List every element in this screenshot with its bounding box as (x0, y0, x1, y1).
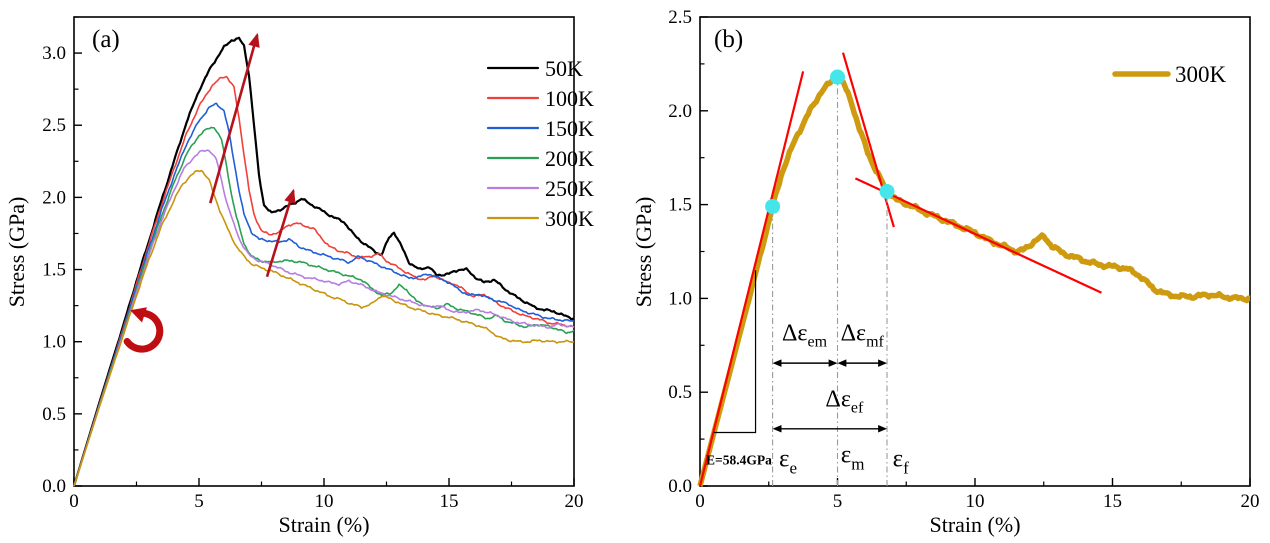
span-arrow-1-head (828, 359, 838, 367)
y-tick-label: 1.0 (42, 332, 66, 353)
marker-point-2 (830, 69, 845, 85)
series-300K-curve (697, 76, 1252, 487)
legend: 50K 100K 150K 200K 250K 300K (486, 56, 594, 231)
series-50K-curve (72, 36, 575, 487)
y-tick-label: 1.0 (668, 288, 692, 309)
legend: 300K (1112, 62, 1227, 87)
series-200K-curve (73, 126, 575, 487)
x-tick-label: 20 (565, 491, 584, 512)
panel-a: 0 5 10 15 20 0.0 0.5 1.0 1.5 2.0 2.5 3.0 50K 100K 150K… (42, 16, 594, 512)
x-tick-label: 20 (1241, 491, 1260, 512)
trend-arrow-2-head (284, 188, 296, 204)
y-tick-label: 2.0 (42, 187, 66, 208)
x-tick-label: 15 (1103, 491, 1122, 512)
y-tick-label: 3.0 (42, 43, 66, 64)
trend-arrow-1-head (248, 32, 260, 48)
panel-a-y-axis-title: Stress (GPa) (4, 196, 29, 308)
panel-a-x-axis-title: Strain (%) (278, 512, 370, 537)
tangent-line-1 (698, 71, 805, 487)
x-tick-label: 10 (966, 491, 985, 512)
span-arrow-2-head (878, 359, 887, 367)
span-arrow-1-head (772, 359, 782, 367)
marker-point-1 (765, 198, 781, 214)
legend-label-200K: 200K (545, 146, 594, 171)
panel-b-y-axis-title: Stress (GPa) (631, 196, 656, 308)
panel-b: 0 5 10 15 20 0.0 0.5 1.0 1.5 2.0 2.5 300K E=58.4GPa Δ… (668, 7, 1259, 512)
series-150K-curve (73, 102, 575, 487)
delta-strain-label-ef: Δεef (825, 386, 864, 416)
y-tick-label: 2.5 (668, 7, 692, 28)
x-tick-label: 0 (69, 491, 79, 512)
strain-label-e: εe (779, 445, 797, 477)
tangent-line-2 (841, 52, 895, 228)
y-tick-label: 2.5 (42, 115, 66, 136)
strain-label-m: εm (841, 442, 865, 474)
panel-a-label: (a) (92, 26, 120, 53)
curved-arrow-head (130, 307, 147, 323)
x-tick-label: 5 (833, 491, 843, 512)
trend-arrow-2 (265, 190, 295, 278)
legend-label-300K: 300K (545, 206, 594, 231)
delta-strain-label-em: Δεem (782, 321, 828, 351)
y-tick-label: 2.0 (668, 101, 692, 122)
panel-b-x-axis-title: Strain (%) (929, 512, 1021, 537)
y-tick-label: 0.0 (42, 476, 66, 497)
y-tick-label: 0.0 (668, 476, 692, 497)
series-300K-curve (73, 169, 575, 487)
panel-b-label: (b) (714, 26, 744, 53)
legend-label-50K: 50K (545, 56, 583, 81)
modulus-value-label: E=58.4GPa (706, 452, 772, 467)
x-tick-label: 10 (315, 491, 334, 512)
legend-label-100K: 100K (545, 86, 594, 111)
span-arrow-3-head (772, 425, 782, 433)
y-tick-label: 0.5 (42, 404, 66, 425)
series-250K-curve (73, 149, 575, 487)
x-tick-label: 0 (695, 491, 705, 512)
y-tick-label: 0.5 (668, 382, 692, 403)
x-tick-label: 15 (440, 491, 459, 512)
y-tick-label: 1.5 (668, 195, 692, 216)
trend-arrow-1 (208, 34, 259, 204)
legend-label-250K: 250K (545, 176, 594, 201)
marker-point-3 (879, 183, 895, 199)
legend-label-150K: 150K (545, 116, 594, 141)
modulus-triangle (713, 270, 757, 434)
legend-label-300K: 300K (1175, 62, 1227, 87)
delta-strain-label-mf: Δεmf (841, 321, 885, 351)
span-arrow-2-head (837, 359, 847, 367)
x-tick-label: 5 (194, 491, 204, 512)
tangent-line-3 (854, 177, 1102, 294)
axes-frame (699, 16, 1251, 487)
span-arrow-3-head (878, 425, 887, 433)
y-tick-label: 1.5 (42, 260, 66, 281)
strain-label-f: εf (893, 445, 910, 477)
curved-arrow (123, 309, 164, 353)
